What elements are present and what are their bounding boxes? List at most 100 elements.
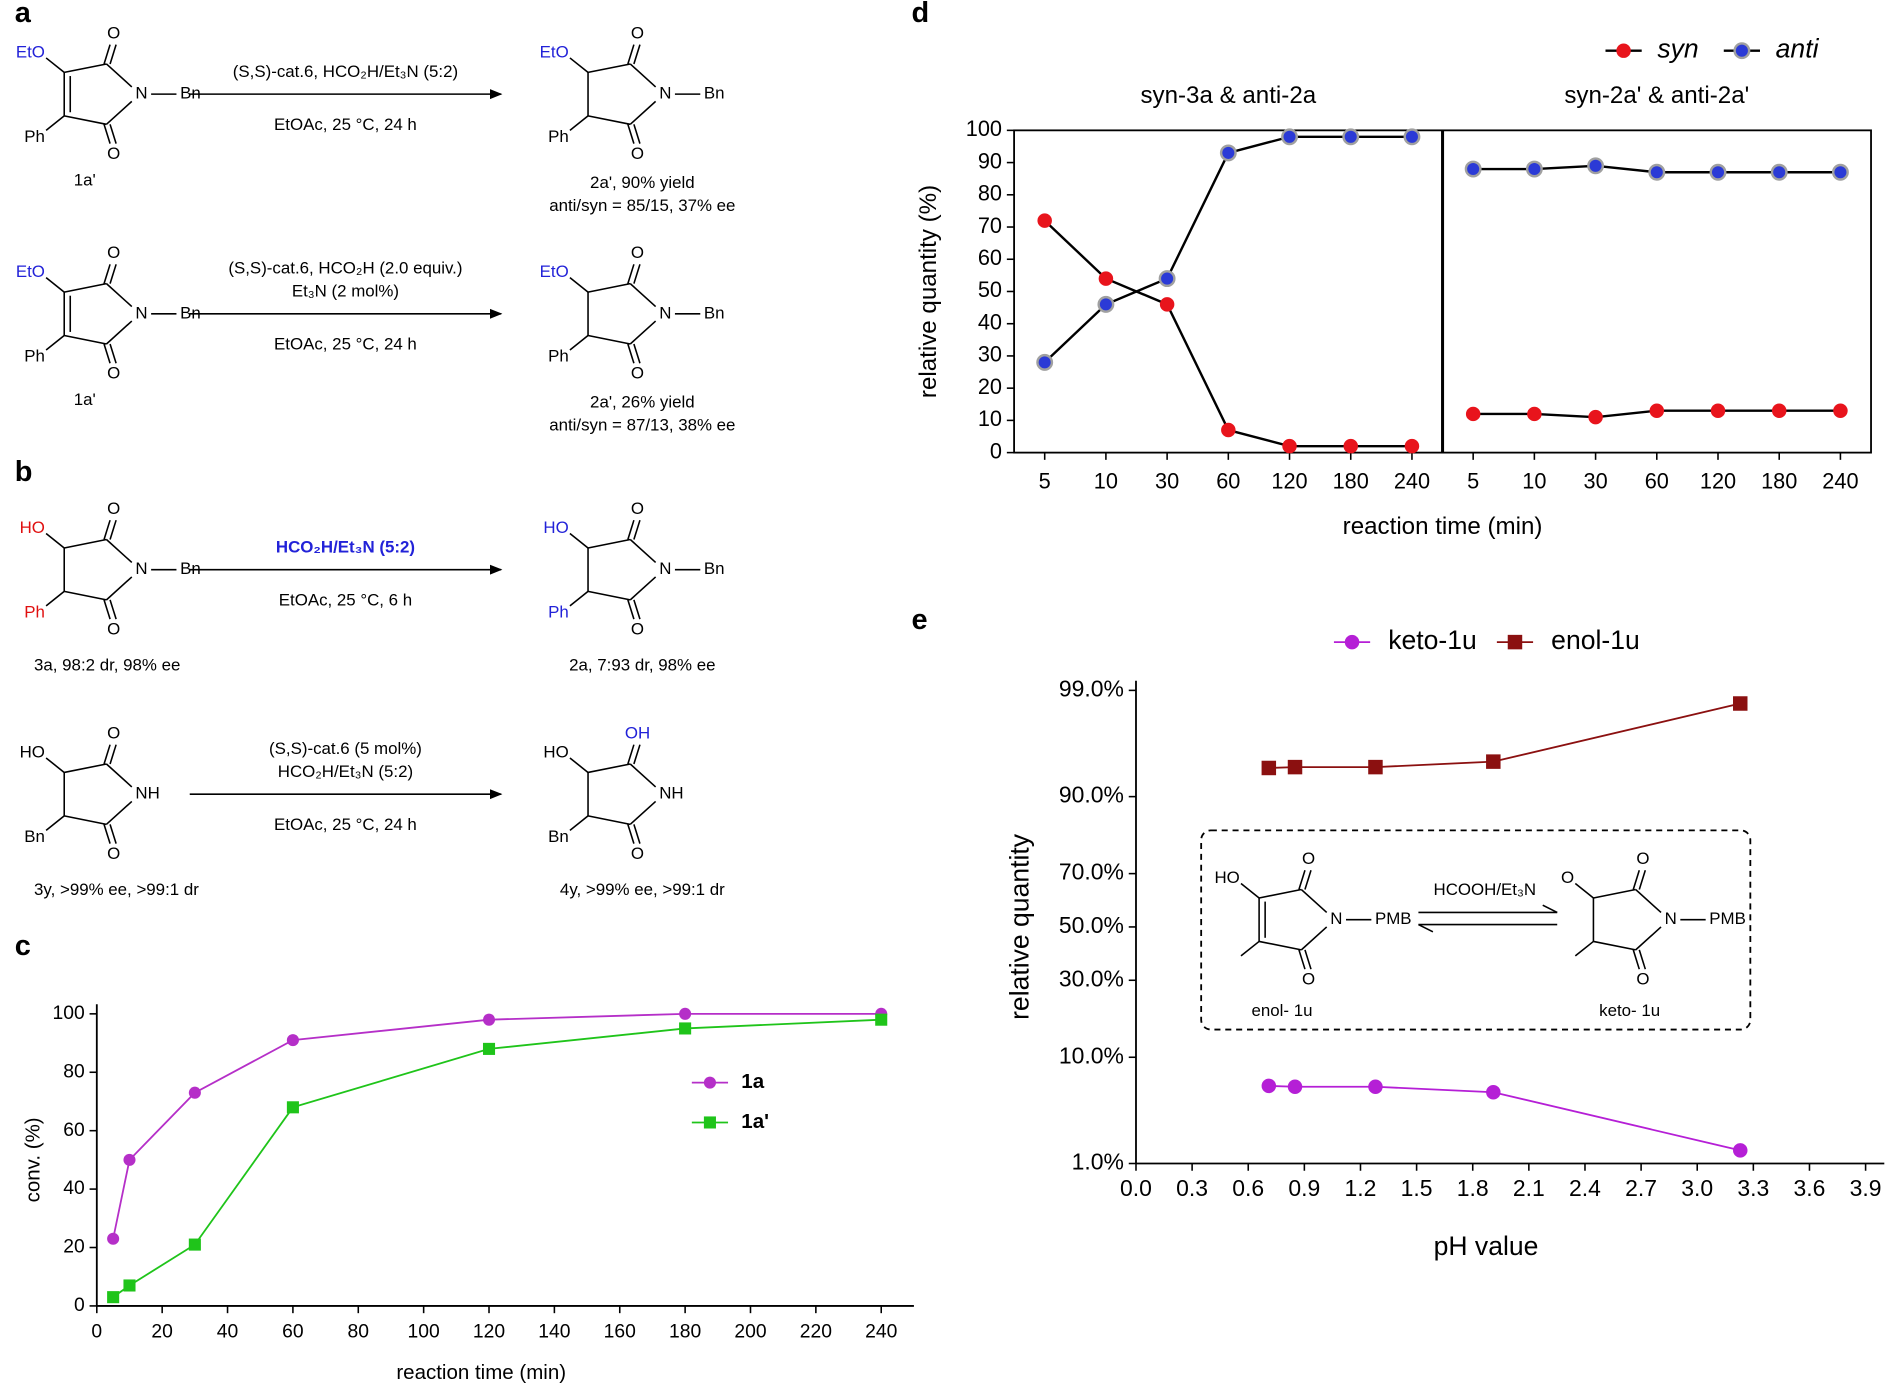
condition: EtOAc, 25 °C, 24 h	[274, 115, 417, 134]
bond	[569, 815, 589, 831]
carbonyl-o: O	[631, 364, 644, 383]
bond	[627, 744, 635, 765]
bond	[105, 576, 133, 601]
carbonyl-o: O	[107, 499, 120, 518]
panel-label: c	[15, 930, 31, 962]
n-substituent: Bn	[180, 559, 201, 578]
y-tick-label: 80	[63, 1061, 84, 1082]
bond	[45, 815, 65, 831]
point	[107, 1291, 120, 1304]
bond	[587, 763, 631, 774]
x-tick-label: 0.6	[1232, 1175, 1264, 1201]
legend-label: anti	[1776, 34, 1820, 64]
y-tick-label: 20	[978, 374, 1002, 399]
y-tick-label: 30.0%	[1059, 965, 1124, 991]
x-tick-label: 80	[348, 1322, 369, 1343]
bond	[1298, 949, 1306, 970]
bond	[45, 590, 65, 607]
point	[188, 1238, 201, 1251]
compound-caption: anti/syn = 85/15, 37% ee	[549, 196, 735, 215]
equilibrium-arrow	[1418, 923, 1434, 933]
substituent: EtO	[16, 43, 45, 62]
x-tick-label: 1.2	[1345, 1175, 1377, 1201]
bond	[64, 538, 107, 549]
x-tick-label: 220	[800, 1322, 832, 1343]
n-substituent: PMB	[1375, 909, 1412, 928]
bond	[633, 264, 641, 284]
bond	[45, 757, 65, 774]
substituent: Bn	[548, 827, 569, 846]
bond	[109, 343, 117, 364]
x-tick-label: 240	[1394, 469, 1430, 494]
ring-n: N	[659, 559, 671, 578]
point	[1368, 1079, 1383, 1095]
point	[875, 1013, 888, 1026]
bond	[109, 824, 117, 844]
bond	[103, 44, 111, 65]
bond	[64, 334, 107, 345]
x-tick-label: 120	[1700, 469, 1736, 494]
point	[286, 1101, 299, 1114]
n-substituent: Bn	[180, 303, 201, 322]
carbonyl-o: O	[1302, 970, 1315, 989]
x-tick-label: 60	[1216, 469, 1240, 494]
bond	[633, 824, 641, 844]
series-line	[1268, 1085, 1741, 1152]
y-axis-label: conv. (%)	[21, 1117, 44, 1202]
x-tick-label: 5	[1467, 469, 1479, 494]
substituent: Ph	[548, 347, 569, 366]
substituent: Ph	[24, 127, 45, 146]
bond	[629, 538, 657, 564]
ring-n: N	[1330, 909, 1342, 928]
bond	[629, 576, 657, 601]
reagent: HCO₂H/Et₃N (5:2)	[276, 537, 415, 556]
bond	[64, 282, 107, 293]
bond	[633, 124, 641, 144]
bond	[1593, 888, 1636, 899]
y-tick-label: 90.0%	[1059, 782, 1124, 808]
bond	[1632, 949, 1641, 970]
compound-caption: 2a, 7:93 dr, 98% ee	[569, 656, 715, 675]
bond	[629, 800, 657, 825]
x-tick-label: 180	[1761, 469, 1797, 494]
bond	[1632, 869, 1641, 890]
y-tick-label: 1.0%	[1072, 1149, 1124, 1175]
point	[1771, 403, 1787, 418]
x-tick-label: 0.0	[1120, 1175, 1152, 1201]
bond	[629, 320, 657, 345]
point	[1097, 295, 1115, 313]
bond	[103, 599, 111, 620]
bond	[569, 276, 589, 293]
legend-label: keto-1u	[1388, 625, 1477, 655]
bond	[587, 63, 631, 74]
x-tick-label: 120	[1271, 469, 1307, 494]
bond	[627, 44, 635, 65]
equilibrium-arrow	[1542, 904, 1558, 914]
x-tick-label: 0	[91, 1322, 102, 1343]
substituent: EtO	[540, 43, 569, 62]
bond	[569, 590, 589, 607]
point	[1486, 754, 1501, 769]
x-tick-label: 180	[1333, 469, 1369, 494]
point	[1733, 1143, 1748, 1158]
bond	[105, 320, 133, 345]
substituent: Ph	[24, 603, 45, 622]
point	[123, 1153, 136, 1166]
carbonyl-o: O	[1636, 849, 1649, 868]
point	[1158, 270, 1176, 288]
y-tick-label: 60	[63, 1120, 84, 1141]
carbonyl-o: O	[107, 620, 120, 639]
bond	[1258, 940, 1302, 951]
y-tick-label: 10	[978, 406, 1002, 431]
bond	[569, 532, 589, 549]
carbonyl-o: O	[107, 23, 120, 42]
point	[1342, 128, 1360, 146]
series-line	[1268, 702, 1741, 769]
bond	[627, 343, 635, 364]
bond	[1300, 888, 1328, 914]
bond	[109, 599, 117, 620]
legend-label: 1a	[741, 1070, 764, 1093]
panel-title: syn-2a' & anti-2a'	[1564, 82, 1749, 109]
bond	[1304, 869, 1312, 890]
y-tick-label: 50.0%	[1059, 912, 1124, 938]
